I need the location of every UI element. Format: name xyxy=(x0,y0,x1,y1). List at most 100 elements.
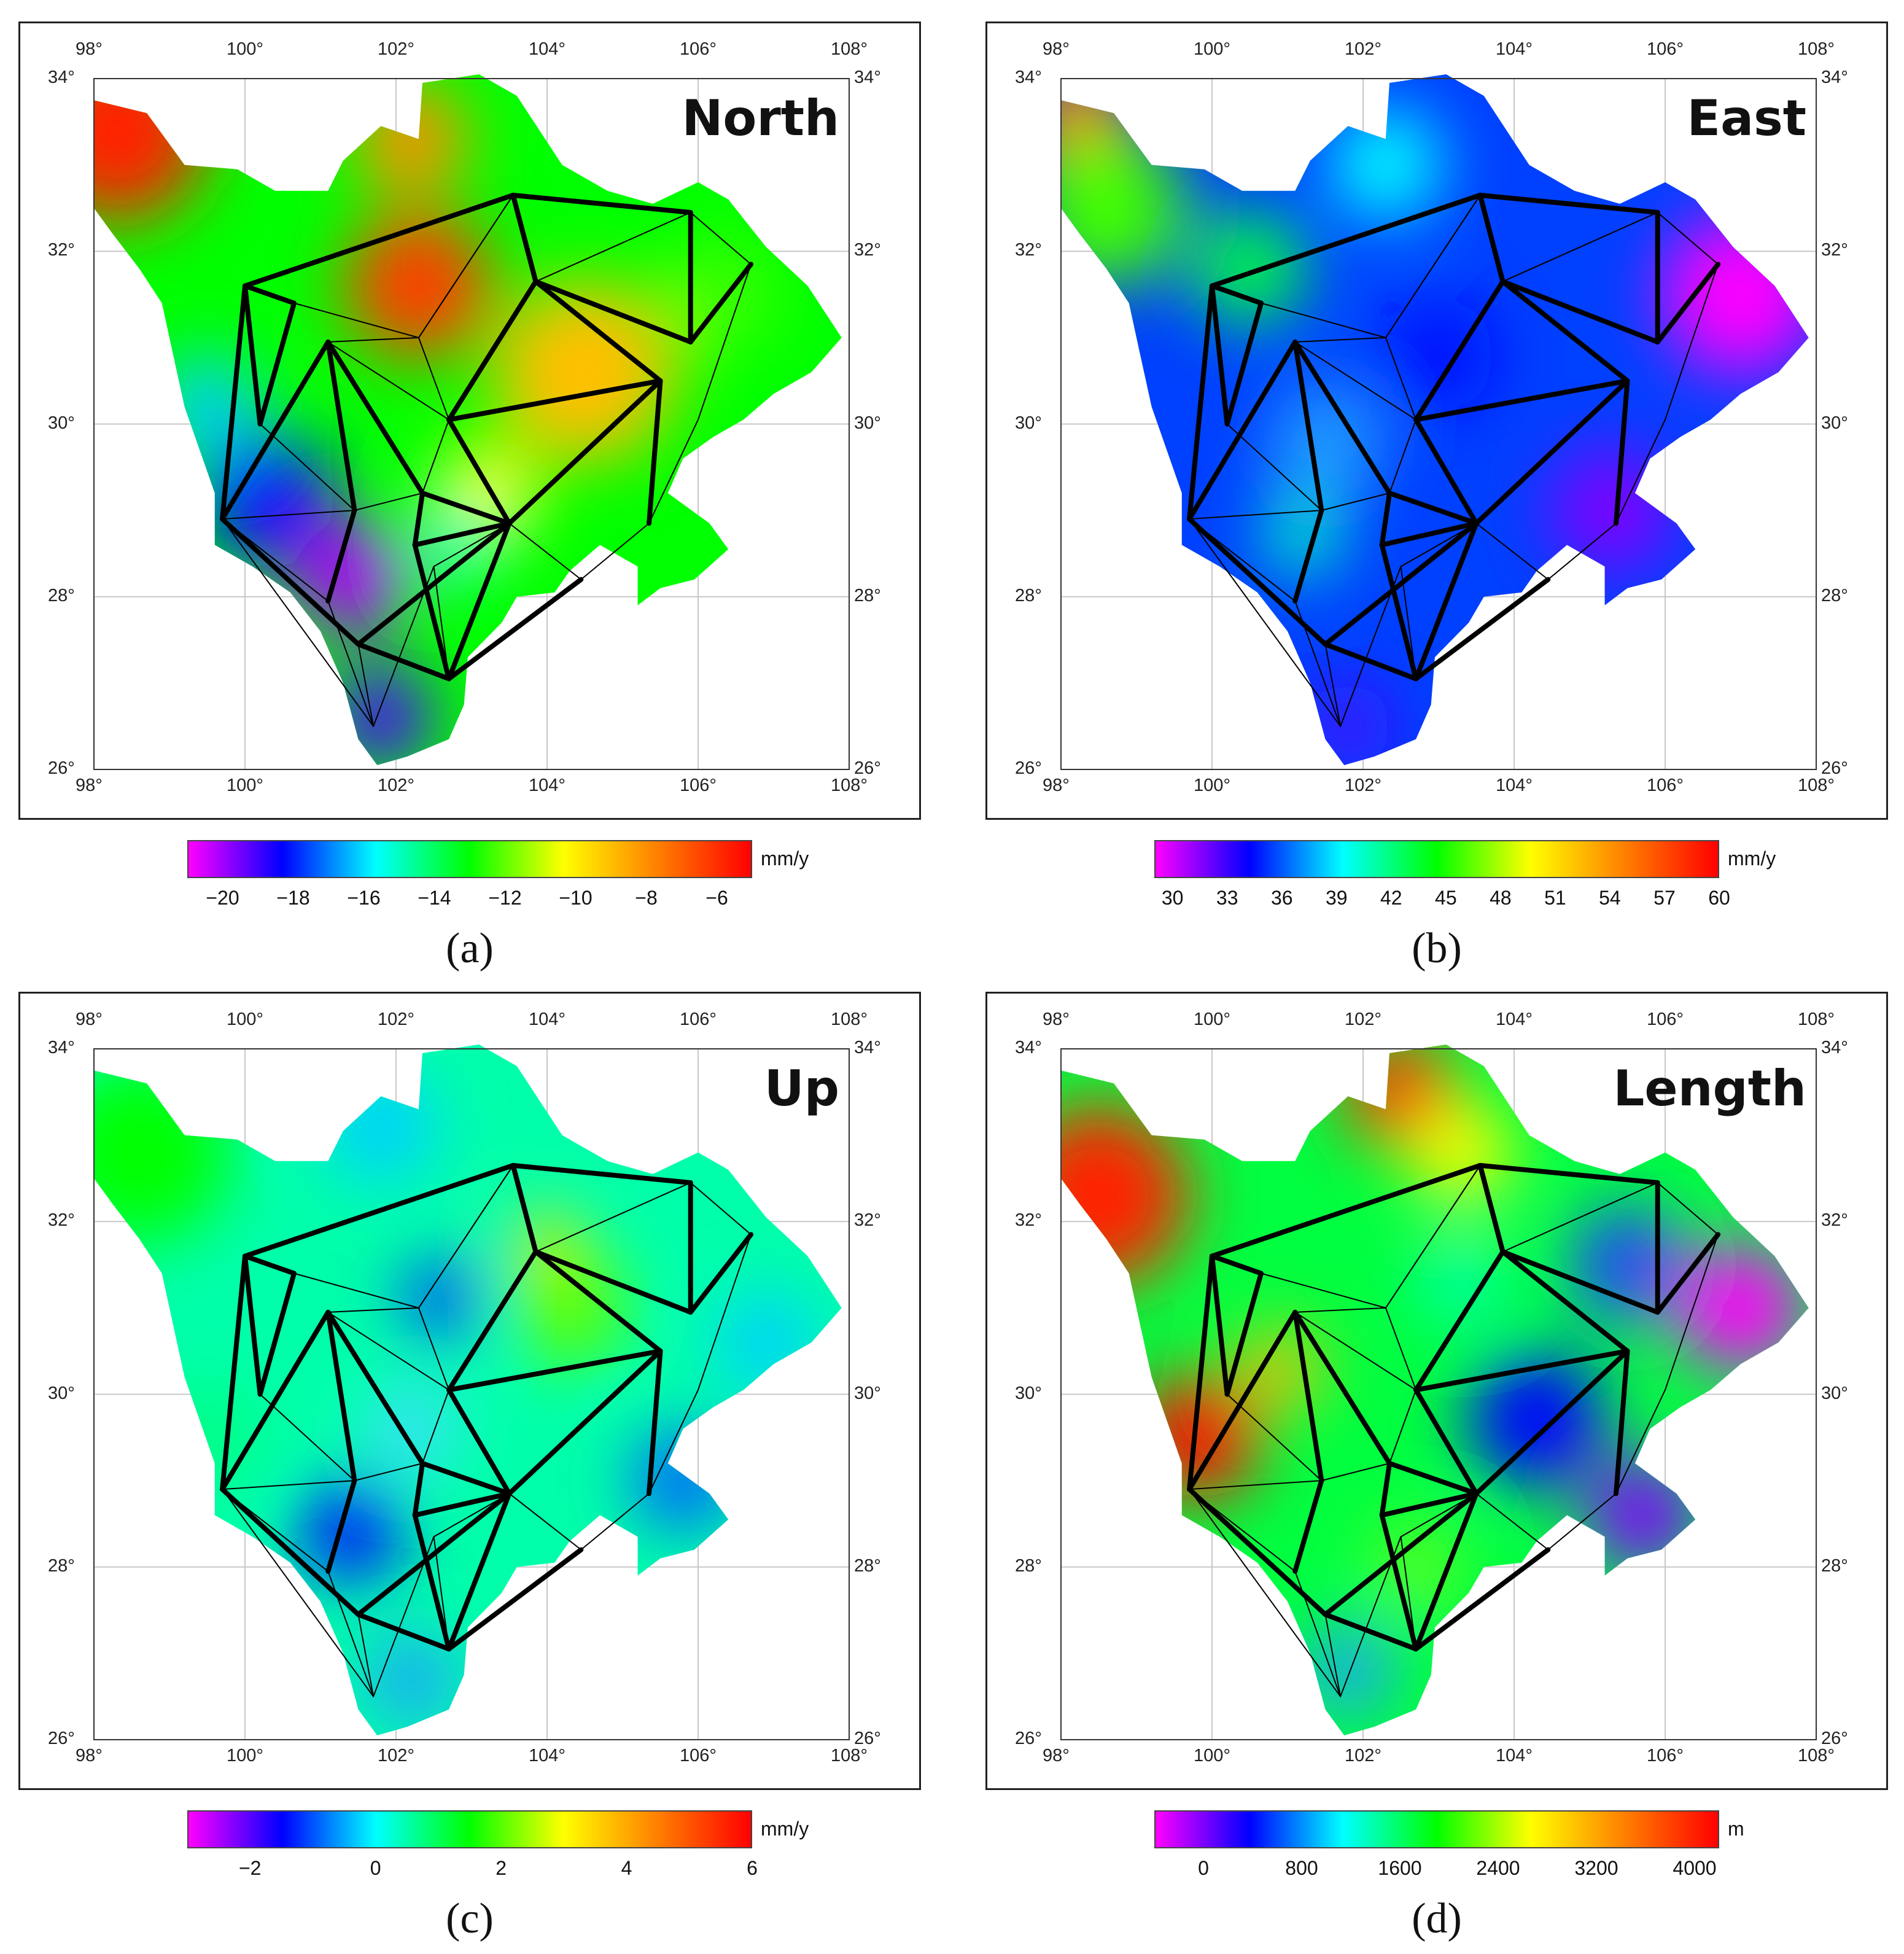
baseline-thick xyxy=(1500,1249,1660,1315)
field-blob xyxy=(1302,1625,1394,1716)
baseline-thick xyxy=(1210,1253,1230,1397)
map-canvas xyxy=(93,74,850,770)
baseline-thick xyxy=(1210,1162,1483,1259)
map-canvas xyxy=(1060,74,1817,770)
map-extent-box xyxy=(1060,1048,1817,1740)
lon-tick-label: 104° xyxy=(1496,39,1533,59)
baseline-thick xyxy=(1379,491,1393,548)
lon-tick-label: 108° xyxy=(1798,1010,1835,1029)
baseline-thick xyxy=(1323,642,1419,682)
lon-tick-label: 106° xyxy=(680,1746,717,1765)
baseline-thick xyxy=(325,339,425,496)
lat-tick-label: 30° xyxy=(48,413,75,433)
baseline-thin xyxy=(1324,644,1342,727)
lat-tick-label: 26° xyxy=(1015,758,1042,778)
baseline-thin xyxy=(648,419,699,524)
colorbar-tick-label: −16 xyxy=(347,887,381,909)
baseline-thick xyxy=(446,577,584,682)
lat-tick-label: 32° xyxy=(1015,240,1042,260)
baseline-thick xyxy=(1474,1349,1630,1497)
baseline-thin xyxy=(697,1234,752,1391)
baseline-thick xyxy=(243,283,297,306)
baseline-thick xyxy=(446,279,538,422)
field-blob xyxy=(293,523,408,636)
baseline-thick xyxy=(243,1253,297,1276)
field-blob xyxy=(494,281,676,463)
baseline-thick xyxy=(446,1387,512,1497)
panel-title: Up xyxy=(764,1060,839,1117)
baseline-thin xyxy=(418,1164,514,1309)
baseline-thin xyxy=(293,302,419,338)
colorbar-tick-label: −18 xyxy=(276,887,310,909)
lat-tick-label: 32° xyxy=(1821,1210,1848,1231)
lat-tick-label: 28° xyxy=(48,1555,75,1576)
colorbar-unit: mm/y xyxy=(761,1818,809,1840)
lon-tick-label: 102° xyxy=(1345,1746,1381,1765)
baseline-thick xyxy=(1187,516,1328,647)
lon-tick-label: 106° xyxy=(680,1010,717,1029)
lat-tick-label: 26° xyxy=(48,758,75,778)
panel-title: Length xyxy=(1613,1060,1806,1117)
field-blob xyxy=(715,1291,817,1394)
lon-tick-label: 108° xyxy=(1798,39,1835,59)
map-extent-box xyxy=(1060,78,1817,770)
lat-tick-label: 28° xyxy=(1821,1555,1848,1576)
lat-tick-label: 28° xyxy=(1821,585,1848,605)
lon-tick-label: 104° xyxy=(529,39,565,59)
lon-tick-label: 100° xyxy=(227,39,263,59)
baseline-thin xyxy=(1657,211,1719,265)
lon-tick-label: 104° xyxy=(529,1010,565,1029)
baseline-thick xyxy=(243,283,263,427)
baseline-thick xyxy=(243,1162,516,1259)
field-blob xyxy=(1193,212,1307,325)
colorbar-tick-label: −12 xyxy=(488,887,522,909)
lat-tick-label: 32° xyxy=(854,1210,881,1231)
baseline-thin xyxy=(535,1181,691,1253)
lon-tick-label: 100° xyxy=(227,1746,263,1765)
baseline-thick xyxy=(1413,1547,1551,1652)
lon-tick-label: 100° xyxy=(1194,1746,1230,1765)
baseline-thick xyxy=(446,1491,512,1652)
baseline-thick xyxy=(1187,1487,1328,1617)
map-extent-box xyxy=(93,1048,850,1740)
field-blob xyxy=(422,511,491,579)
baseline-thick xyxy=(647,1349,663,1497)
baseline-thick xyxy=(412,1491,512,1518)
lon-tick-label: 98° xyxy=(76,1746,103,1765)
map-extent-box xyxy=(93,78,850,770)
field-blob xyxy=(344,212,492,360)
baseline-thin xyxy=(1657,1181,1719,1236)
lon-tick-label: 102° xyxy=(1345,776,1381,795)
baseline-thick xyxy=(1224,1271,1264,1397)
colorbar-tick-label: 1600 xyxy=(1378,1857,1422,1879)
colorbar-tick-label: 2 xyxy=(495,1857,507,1879)
field-blob xyxy=(1061,128,1186,288)
baseline-thick xyxy=(325,1309,425,1466)
baseline-thick xyxy=(533,279,693,344)
colorbar-tick-label: −6 xyxy=(705,887,728,909)
colorbar-tick-label: 39 xyxy=(1325,887,1348,909)
baseline-thick xyxy=(1477,192,1506,284)
baseline-thick xyxy=(510,1162,693,1185)
colorbar-tick-label: 3200 xyxy=(1574,1857,1618,1879)
lon-tick-label: 102° xyxy=(1345,1010,1381,1029)
baseline-thin xyxy=(1547,523,1617,580)
baseline-thick xyxy=(1323,1491,1479,1617)
baseline-thick xyxy=(1614,378,1630,526)
baseline-thin xyxy=(1189,510,1323,520)
baseline-thin xyxy=(1260,1272,1386,1309)
lon-tick-label: 102° xyxy=(1345,39,1381,59)
colorbar-tick-label: −20 xyxy=(206,887,239,909)
baseline-thick xyxy=(1292,1478,1324,1574)
colorbar-tick-label: 800 xyxy=(1285,1857,1318,1879)
baseline-thick xyxy=(257,1271,297,1397)
lon-tick-label: 98° xyxy=(1043,1746,1070,1765)
baseline-thin xyxy=(1294,1311,1417,1391)
baseline-thick xyxy=(325,1478,357,1574)
colorbar-tick-label: −2 xyxy=(238,1857,262,1879)
lon-tick-label: 102° xyxy=(378,776,414,795)
baseline-thick xyxy=(356,1491,512,1617)
baseline-thick xyxy=(1413,378,1630,422)
baseline-thin xyxy=(1321,1463,1391,1482)
baseline-thick xyxy=(1413,1491,1479,1652)
